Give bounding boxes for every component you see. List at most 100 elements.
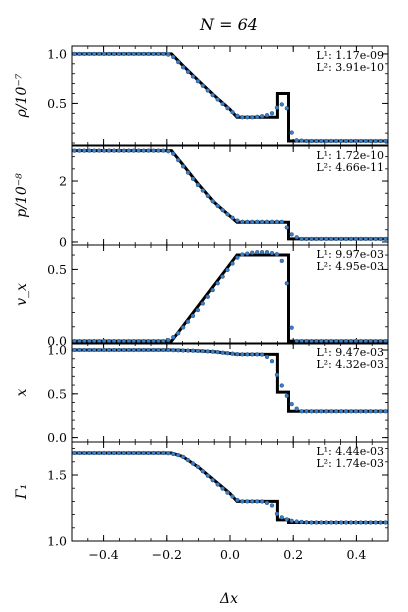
data-point (82, 338, 87, 344)
data-point (215, 349, 220, 355)
y-axis-label: v_x (14, 283, 30, 306)
data-point (284, 225, 289, 230)
data-point (299, 409, 304, 414)
data-point (151, 347, 156, 353)
data-point (259, 219, 265, 224)
data-point (176, 59, 181, 65)
data-point (324, 138, 329, 144)
data-point (269, 111, 275, 116)
data-point (304, 520, 309, 525)
data-point (338, 236, 344, 242)
chart-title: N = 64 (199, 15, 258, 34)
data-point (334, 409, 339, 414)
data-point (329, 409, 334, 414)
data-point (176, 348, 181, 353)
data-point (97, 347, 102, 353)
data-point (185, 170, 191, 175)
data-point (126, 51, 131, 57)
data-point (210, 92, 215, 98)
data-point (210, 349, 215, 354)
data-point (274, 372, 280, 378)
data-point (111, 338, 117, 344)
data-point (176, 331, 181, 336)
data-point (353, 520, 359, 525)
data-point (250, 499, 255, 504)
data-point (319, 138, 324, 144)
data-point (146, 51, 151, 57)
data-point (383, 236, 388, 242)
data-point (304, 409, 309, 414)
data-point (343, 409, 349, 414)
data-point (324, 236, 329, 242)
data-point (279, 515, 284, 520)
data-point (195, 79, 201, 84)
data-point (92, 347, 97, 353)
data-point (185, 69, 191, 75)
data-point (334, 236, 339, 242)
data-point (378, 338, 383, 344)
data-point (205, 473, 210, 478)
data-point (82, 148, 87, 153)
data-point (121, 51, 126, 57)
error-label: L²: 4.32e-03 (316, 358, 384, 371)
data-point (215, 281, 220, 286)
data-point (368, 520, 373, 525)
data-point (358, 409, 363, 414)
data-point (82, 51, 87, 57)
data-point (101, 338, 107, 344)
data-point (72, 51, 77, 57)
error-label: L¹: 1.72e-10 (316, 149, 384, 162)
data-point (363, 409, 368, 414)
data-point (156, 347, 161, 353)
error-label: L²: 3.91e-10 (316, 61, 384, 74)
data-point (82, 450, 87, 456)
data-point (329, 338, 334, 344)
data-point (368, 236, 373, 242)
data-point (111, 450, 117, 456)
data-point (106, 450, 112, 456)
data-point (329, 236, 334, 242)
data-point (126, 148, 131, 153)
data-point (235, 218, 240, 223)
data-point (309, 236, 314, 242)
data-point (87, 338, 92, 344)
x-tick-label: 0.2 (283, 547, 303, 562)
data-point (151, 148, 156, 153)
data-point (373, 138, 378, 144)
data-point (284, 393, 289, 398)
data-point (176, 452, 181, 458)
data-point (136, 450, 141, 456)
data-point (269, 503, 275, 508)
data-point (304, 338, 309, 344)
data-point (259, 114, 265, 119)
data-point (309, 409, 314, 414)
data-point (245, 352, 250, 357)
data-point (358, 520, 363, 525)
data-point (87, 51, 92, 57)
data-point (72, 347, 77, 353)
data-point (383, 409, 388, 414)
data-point (210, 199, 215, 204)
data-point (210, 287, 215, 293)
data-point (279, 219, 284, 224)
data-point (225, 106, 230, 111)
data-point (240, 115, 245, 120)
data-point (200, 348, 205, 354)
data-point (106, 51, 112, 57)
data-point (131, 450, 136, 456)
data-point (136, 347, 141, 353)
data-point (126, 450, 131, 456)
data-point (141, 338, 146, 344)
data-point (264, 219, 270, 224)
data-point (180, 325, 186, 330)
data-point (151, 338, 156, 344)
data-point (269, 219, 275, 224)
data-point (309, 520, 314, 525)
data-point (279, 102, 284, 107)
